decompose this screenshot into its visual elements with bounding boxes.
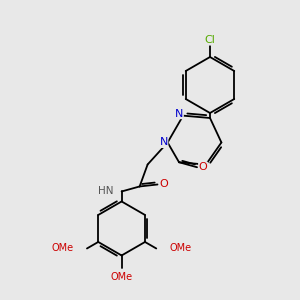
Text: OMe: OMe <box>169 244 191 254</box>
Text: N: N <box>175 109 183 118</box>
Text: Cl: Cl <box>205 35 215 45</box>
Text: O: O <box>159 179 168 190</box>
Text: HN: HN <box>98 187 114 196</box>
Text: OMe: OMe <box>111 272 133 283</box>
Text: OMe: OMe <box>52 244 74 254</box>
Text: N: N <box>159 137 168 148</box>
Text: O: O <box>199 162 207 172</box>
